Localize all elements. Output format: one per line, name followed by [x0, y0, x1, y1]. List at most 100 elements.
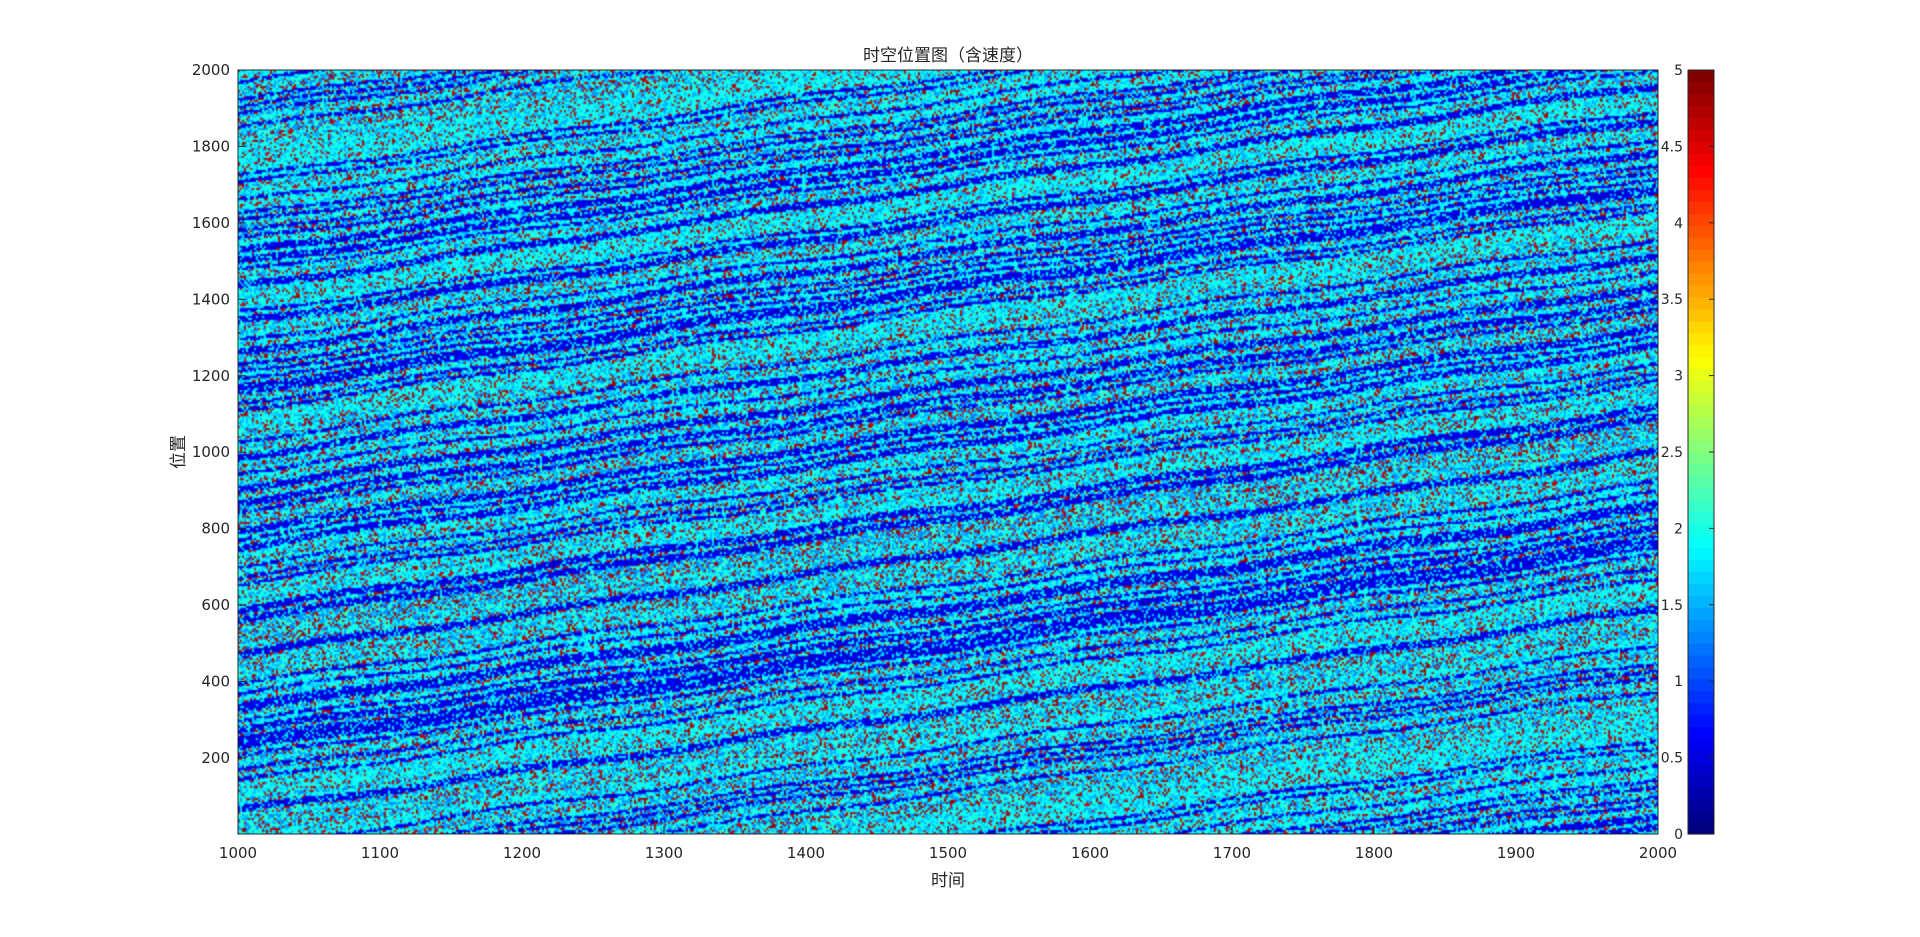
colorbar-tick-label: 0.5 [1661, 751, 1683, 767]
colorbar-swatch [1688, 308, 1714, 322]
colorbar-swatch [1688, 105, 1714, 119]
colorbar-swatch [1688, 117, 1714, 131]
colorbar-swatch [1688, 440, 1714, 453]
colorbar-swatch [1688, 487, 1714, 501]
x-tick-label: 1900 [1497, 844, 1535, 862]
colorbar-swatch [1688, 678, 1714, 692]
colorbar-swatch [1688, 690, 1714, 704]
x-axis-ticks: 1000 1100 1200 1300 1400 1500 1600 1700 1800 1900… [219, 826, 1677, 862]
y-tick-label: 1600 [192, 214, 230, 232]
colorbar-swatch [1688, 452, 1714, 465]
colorbar-swatch [1688, 559, 1714, 572]
colorbar-swatch [1688, 666, 1714, 680]
y-tick-label: 800 [201, 520, 230, 538]
colorbar-swatch [1688, 237, 1714, 250]
chart-title: 时空位置图（含速度） [863, 46, 1033, 66]
x-axis-label: 时间 [931, 871, 965, 891]
y-tick-label: 1000 [192, 443, 230, 461]
colorbar-swatch [1688, 81, 1714, 95]
x-tick-label: 1100 [361, 844, 399, 862]
x-tick-label: 1600 [1071, 844, 1109, 862]
y-tick-label: 1800 [192, 137, 230, 155]
colorbar-swatch [1688, 499, 1714, 513]
colorbar-swatch [1688, 654, 1714, 668]
x-tick-label: 1500 [929, 844, 967, 862]
y-tick-label: 600 [201, 596, 230, 614]
y-axis-ticks: 200 400 600 800 1000 1200 1400 1600 1800 2000 [192, 61, 246, 767]
colorbar-swatch [1688, 463, 1714, 477]
colorbar-tick-label: 2.5 [1661, 445, 1683, 461]
colorbar-tick-label: 2 [1674, 521, 1683, 537]
colorbar-swatch [1688, 332, 1714, 346]
colorbar-swatch [1688, 798, 1714, 811]
colorbar-swatch [1688, 535, 1714, 549]
colorbar-tick-label: 1 [1674, 674, 1683, 690]
colorbar-swatch [1688, 643, 1714, 656]
colorbar-swatch [1688, 261, 1714, 274]
x-tick-label: 1400 [787, 844, 825, 862]
colorbar-swatch [1688, 607, 1714, 620]
x-tick-label: 1200 [503, 844, 541, 862]
colorbar-swatch [1688, 320, 1714, 334]
colorbar-swatch [1688, 738, 1714, 752]
x-tick-label: 1300 [645, 844, 683, 862]
colorbar-swatch [1688, 822, 1714, 835]
colorbar-swatch [1688, 70, 1714, 83]
y-tick-label: 2000 [192, 61, 230, 79]
colorbar-swatch [1688, 631, 1714, 644]
colorbar-swatch [1688, 619, 1714, 632]
axes-frame [237, 69, 1659, 835]
x-tick-label: 1700 [1213, 844, 1251, 862]
colorbar-swatch [1688, 416, 1714, 429]
colorbar-tick-label: 1.5 [1661, 598, 1683, 614]
colorbar-ticks: 0 0.5 1 1.5 2 2.5 3 3.5 4 4.5 5 [1661, 63, 1714, 843]
colorbar-swatch [1688, 296, 1714, 310]
colorbar-swatch [1688, 750, 1714, 763]
colorbar-swatch [1688, 762, 1714, 775]
colorbar-swatch [1688, 284, 1714, 298]
colorbar-swatch [1688, 368, 1714, 381]
colorbar-swatch [1688, 786, 1714, 799]
colorbar-swatch [1688, 177, 1714, 190]
colorbar-swatch [1688, 189, 1714, 202]
y-tick-label: 200 [201, 749, 230, 767]
colorbar-swatch [1688, 726, 1714, 740]
colorbar-swatch [1688, 392, 1714, 405]
colorbar-swatch [1688, 774, 1714, 787]
colorbar-swatch [1688, 141, 1714, 155]
colorbar-swatch [1688, 129, 1714, 143]
colorbar-swatch [1688, 344, 1714, 358]
colorbar-swatch [1688, 475, 1714, 489]
colorbar-tick-label: 3.5 [1661, 292, 1683, 308]
colorbar-swatch [1688, 571, 1714, 584]
colorbar-swatch [1688, 165, 1714, 179]
colorbar-swatch [1688, 714, 1714, 728]
y-tick-label: 1400 [192, 290, 230, 308]
colorbar-swatch [1688, 810, 1714, 823]
colorbar-swatch [1688, 272, 1714, 286]
x-tick-label: 1000 [219, 844, 257, 862]
colorbar-swatch [1688, 583, 1714, 596]
colorbar-swatch [1688, 153, 1714, 167]
colorbar-swatch [1688, 511, 1714, 525]
colorbar-tick-label: 5 [1674, 63, 1683, 79]
colorbar-swatch [1688, 201, 1714, 214]
colorbar-swatch [1688, 249, 1714, 262]
colorbar-tick-label: 4.5 [1661, 139, 1683, 155]
colorbar-swatch [1688, 428, 1714, 441]
y-axis-label: 位置 [169, 435, 189, 469]
colorbar-swatch [1688, 225, 1714, 238]
colorbar-swatch [1688, 547, 1714, 561]
colorbar-tick-label: 4 [1674, 216, 1683, 232]
colorbar-swatch [1688, 702, 1714, 716]
heatmap-image [238, 70, 1658, 834]
x-tick-label: 1800 [1355, 844, 1393, 862]
colorbar-swatch [1688, 595, 1714, 608]
x-tick-label: 2000 [1639, 844, 1677, 862]
axes-box [237, 69, 1659, 835]
colorbar-tick-label: 0 [1674, 827, 1683, 843]
colorbar-tick-label: 3 [1674, 369, 1683, 385]
colorbar-swatch [1688, 213, 1714, 226]
colorbar-swatch [1688, 523, 1714, 537]
